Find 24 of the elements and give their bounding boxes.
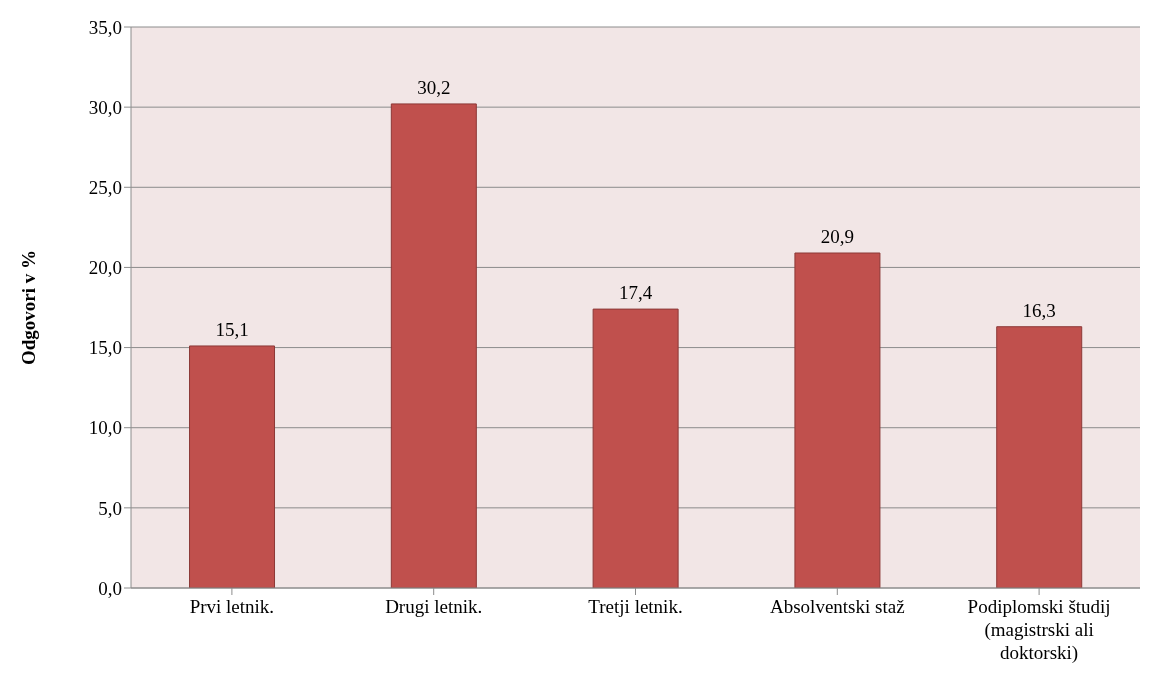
x-tick-label: Absolventski staž: [770, 596, 905, 617]
data-label: 15,1: [215, 318, 249, 340]
bar: [189, 345, 276, 588]
bar: [996, 326, 1083, 588]
x-tick-label: Tretji letnik.: [588, 596, 683, 617]
bar: [390, 103, 477, 588]
data-label: 17,4: [619, 282, 653, 304]
bar: [592, 308, 679, 588]
y-tick-label: 20,0: [88, 257, 122, 279]
y-tick-label: 5,0: [98, 497, 122, 519]
data-label: 30,2: [417, 76, 451, 98]
data-label: 16,3: [1022, 299, 1056, 321]
x-tick-label: Drugi letnik.: [385, 596, 483, 617]
y-tick-label: 25,0: [88, 177, 122, 199]
data-label: 20,9: [820, 226, 855, 247]
y-tick-label: 10,0: [88, 417, 122, 439]
y-tick-label: 15,0: [88, 337, 122, 359]
y-tick-label: 30,0: [88, 96, 122, 118]
x-tick-label: Podiplomski študij (magistrski ali doktorski): [967, 596, 1111, 664]
bar: [794, 252, 881, 588]
x-tick-label: Prvi letnik.: [189, 596, 275, 617]
y-axis-title: Odgovori v %: [17, 249, 39, 366]
y-tick-label: 0,0: [98, 577, 122, 599]
y-tick-label: 35,0: [88, 16, 122, 38]
